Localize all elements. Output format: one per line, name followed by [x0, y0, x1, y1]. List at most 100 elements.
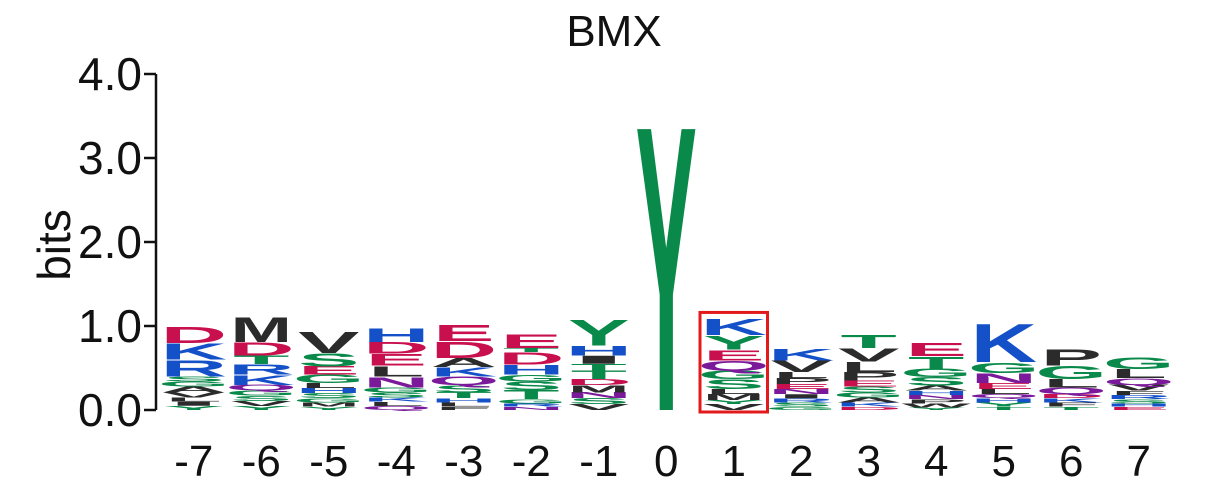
logo-letter-E: E: [771, 383, 832, 391]
logo-letter-Y: Y: [231, 405, 292, 412]
logo-letter-Y: Y: [636, 40, 697, 496]
logo-letter-K: K: [1038, 397, 1104, 404]
logo-letter-P: P: [838, 370, 899, 383]
y-axis: 0.0 1.0 2.0 3.0 4.0: [78, 48, 158, 436]
logo-letter-D: D: [431, 337, 497, 363]
logo-letter-H: H: [1106, 402, 1172, 407]
logo-letter-Y: Y: [973, 401, 1034, 408]
logo-letter-S: S: [771, 401, 832, 408]
logo-letter-S: S: [366, 391, 427, 399]
logo-letter-G: G: [293, 397, 364, 404]
logo-letter-N: N: [768, 388, 834, 396]
logo-letter-V: V: [771, 357, 832, 375]
logo-letter-T: T: [233, 353, 289, 366]
logo-letter-H: H: [903, 390, 969, 397]
y-tick-label: 4.0: [78, 48, 142, 100]
logo-letter-M: M: [703, 393, 764, 402]
logo-letter-G: G: [496, 373, 567, 383]
logo-letter-S: S: [298, 350, 359, 371]
logo-letter-G: G: [968, 359, 1039, 376]
logo-letter-S: S: [1108, 398, 1169, 405]
logo-letter-T: T: [503, 347, 559, 354]
logo-letter-T: T: [436, 391, 492, 400]
logo-letter-K: K: [768, 346, 835, 364]
logo-letter-H: H: [498, 362, 564, 378]
logo-letter-N: N: [363, 374, 429, 391]
x-axis-labels: -7 -6 -5 -4 -3 -2 -1 0 1 2 3 4 5 6 7: [174, 437, 1151, 486]
logo-letter-L: L: [301, 382, 357, 390]
logo-letter-S: S: [568, 397, 629, 406]
logo-letter-T: T: [1043, 406, 1099, 411]
logo-letter-D: D: [228, 339, 294, 360]
logo-stacks: YILVAGSRKDYVSGQKRTDMYMGSHLGESVQLKSGNLEDH…: [158, 40, 1174, 496]
logo-letter-G: G: [901, 367, 972, 380]
logo-letter-S: S: [433, 383, 494, 395]
logo-letter-A: A: [431, 356, 497, 370]
x-tick-label: -2: [512, 437, 551, 486]
x-tick-label: 7: [1127, 437, 1151, 486]
logo-letter-E: E: [703, 347, 764, 364]
x-tick-label: 3: [857, 437, 881, 486]
logo-letter-T: T: [571, 368, 627, 381]
logo-letter-R: R: [228, 361, 294, 378]
logo-letter-I: I: [163, 401, 225, 408]
logo-letter-G: G: [293, 373, 364, 386]
x-tick-label: 2: [789, 437, 813, 486]
logo-letter-K: K: [228, 372, 294, 388]
logo-letter-E: E: [906, 340, 967, 361]
logo-letter-K: K: [701, 314, 767, 340]
logo-letter-Y: Y: [703, 399, 764, 406]
logo-letter-D: D: [1038, 393, 1104, 400]
logo-letter-Q: Q: [361, 405, 432, 412]
x-tick-label: -4: [377, 437, 416, 486]
logo-letter-V: V: [1108, 383, 1170, 392]
logo-letter-L: L: [368, 363, 424, 380]
logo-letter-K: K: [836, 401, 902, 408]
logo-letter-R: R: [161, 356, 227, 382]
x-tick-label: -1: [579, 437, 618, 486]
x-tick-label: 1: [722, 437, 746, 486]
logo-letter-H: H: [296, 387, 362, 395]
logo-letter-F: F: [1043, 401, 1099, 408]
logo-letter-G: G: [833, 391, 904, 399]
logo-letter-T: T: [503, 388, 559, 402]
y-axis-title: bits: [28, 209, 80, 281]
x-tick-label: -5: [309, 437, 348, 486]
logo-letter-V: V: [163, 391, 225, 399]
logo-letter-H: H: [363, 324, 429, 346]
logo-letter-P: P: [906, 398, 967, 405]
logo-letter-Q: Q: [698, 358, 769, 374]
logo-letter-W: W: [902, 402, 972, 408]
logo-letter-E: E: [973, 382, 1034, 391]
logo-letter-K: K: [431, 365, 497, 379]
logo-letter-G: G: [766, 406, 837, 411]
logo-letter-D: D: [566, 377, 632, 386]
logo-letter-P: P: [771, 377, 832, 386]
logo-letter-Q: Q: [1036, 386, 1107, 396]
logo-letter-A: A: [161, 385, 227, 394]
logo-letter-Y: Y: [163, 405, 224, 412]
logo-letter-T: T: [571, 362, 627, 372]
logo-letter-H: H: [971, 397, 1037, 404]
logo-letter-M: M: [568, 383, 629, 395]
logo-letter-E: E: [1108, 406, 1169, 411]
logo-letter-M: M: [231, 311, 292, 350]
logo-letter-F: F: [436, 406, 492, 411]
logo-letter-V: V: [568, 403, 630, 412]
logo-letter-D: D: [363, 339, 429, 357]
logo-letter-Y: Y: [298, 406, 359, 411]
x-tick-label: 0: [654, 437, 678, 486]
logo-letter-V: V: [298, 325, 360, 359]
chart-title: BMX: [566, 7, 661, 56]
logo-letter-L: L: [166, 396, 222, 403]
logo-letter-Q: Q: [428, 374, 499, 387]
logo-letter-L: L: [976, 388, 1032, 396]
logo-letter-S: S: [298, 392, 359, 400]
logo-letter-L: L: [1111, 367, 1167, 381]
logo-letter-P: P: [1041, 345, 1102, 371]
logo-letter-E: E: [501, 330, 562, 352]
logo-letter-E: E: [366, 351, 427, 369]
x-tick-label: 6: [1059, 437, 1083, 486]
logo-letter-S: S: [163, 375, 224, 383]
